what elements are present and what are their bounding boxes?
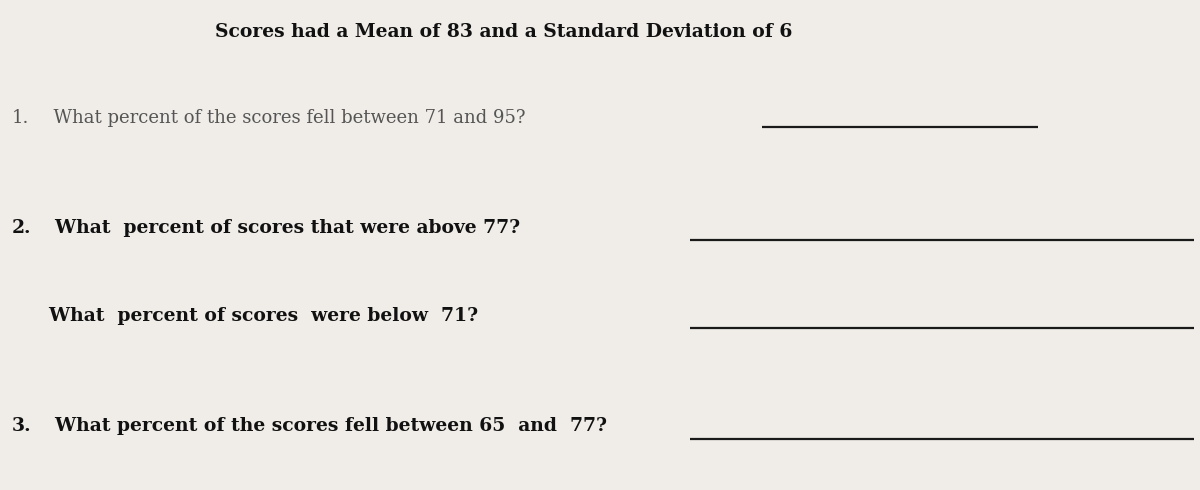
Text: What percent of the scores fell between 65  and  77?: What percent of the scores fell between …: [42, 417, 607, 435]
Text: 2.: 2.: [12, 219, 31, 237]
Text: What  percent of scores that were above 77?: What percent of scores that were above 7…: [42, 219, 520, 237]
Text: What  percent of scores  were below  71?: What percent of scores were below 71?: [36, 307, 478, 325]
Text: 1.: 1.: [12, 109, 29, 126]
Text: What percent of the scores fell between 71 and 95?: What percent of the scores fell between …: [42, 109, 526, 126]
Text: Scores had a Mean of 83 and a Standard Deviation of 6: Scores had a Mean of 83 and a Standard D…: [215, 23, 793, 41]
Text: 3.: 3.: [12, 417, 31, 435]
